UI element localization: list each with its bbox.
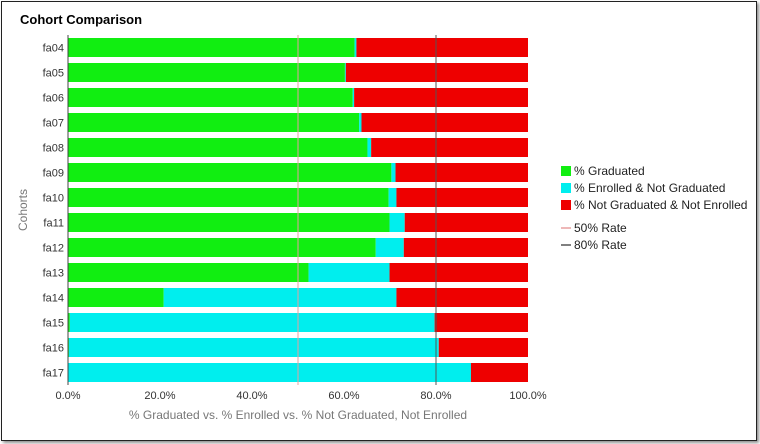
bar-fa06-series-0[interactable]: [68, 88, 353, 107]
category-label-fa08: fa08: [43, 143, 64, 155]
bar-fa17-series-2[interactable]: [470, 363, 528, 382]
x-tick-label: 60.0%: [328, 390, 359, 402]
category-label-fa09: fa09: [43, 168, 64, 180]
y-axis-title: Cohorts: [16, 189, 30, 231]
bar-fa07-series-0[interactable]: [68, 113, 360, 132]
category-label-fa17: fa17: [43, 368, 64, 380]
legend-label-series-1[interactable]: % Enrolled & Not Graduated: [574, 181, 725, 195]
legend: % Graduated % Enrolled & Not Graduated % N…: [561, 164, 747, 252]
bar-fa04-series-1[interactable]: [354, 38, 357, 57]
bar-fa14-series-2[interactable]: [396, 288, 528, 307]
bar-fa16-series-1[interactable]: [68, 338, 439, 357]
bar-fa11-series-0[interactable]: [68, 213, 390, 232]
bar-fa13-series-1[interactable]: [308, 263, 390, 282]
x-tick-label: 100.0%: [509, 390, 547, 402]
bar-fa15-series-2[interactable]: [434, 313, 528, 332]
bar-fa07-series-1[interactable]: [359, 113, 362, 132]
bar-fa05-series-0[interactable]: [68, 63, 345, 82]
bar-fa12-series-1[interactable]: [375, 238, 404, 257]
bar-fa13-series-0[interactable]: [68, 263, 309, 282]
bar-fa12-series-2[interactable]: [403, 238, 528, 257]
bar-fa13-series-2[interactable]: [389, 263, 528, 282]
category-label-fa14: fa14: [43, 293, 64, 305]
bar-fa09-series-2[interactable]: [395, 163, 528, 182]
bar-fa04-series-0[interactable]: [68, 38, 355, 57]
chart-title: Cohort Comparison: [20, 12, 143, 27]
bar-fa06-series-1[interactable]: [352, 88, 355, 107]
bar-fa15-series-1[interactable]: [69, 313, 435, 332]
category-label-fa05: fa05: [43, 68, 64, 80]
bar-fa08-series-2[interactable]: [371, 138, 528, 157]
bar-fa09-series-0[interactable]: [68, 163, 392, 182]
category-label-fa16: fa16: [43, 343, 64, 355]
bar-fa04-series-2[interactable]: [356, 38, 528, 57]
legend-label-reference-80[interactable]: 80% Rate: [574, 238, 627, 252]
bar-fa14-series-1[interactable]: [163, 288, 397, 307]
legend-swatch-series-1[interactable]: [561, 183, 571, 193]
legend-label-series-2[interactable]: % Not Graduated & Not Enrolled: [574, 198, 747, 212]
category-label-fa04: fa04: [43, 43, 64, 55]
bar-fa09-series-1[interactable]: [391, 163, 396, 182]
bar-fa05-series-1[interactable]: [344, 63, 346, 82]
legend-label-reference-50[interactable]: 50% Rate: [574, 221, 627, 235]
bar-fa10-series-0[interactable]: [68, 188, 389, 207]
category-label-fa11: fa11: [43, 218, 64, 230]
bar-fa05-series-2[interactable]: [345, 63, 528, 82]
category-label-fa10: fa10: [43, 193, 64, 205]
reference-lines-group: [297, 35, 437, 385]
legend-swatch-series-0[interactable]: [561, 166, 571, 176]
bars-group: [68, 38, 528, 382]
bar-fa12-series-0[interactable]: [68, 238, 376, 257]
x-tick-label: 80.0%: [420, 390, 451, 402]
category-label-fa06: fa06: [43, 93, 64, 105]
x-tick-label: 0.0%: [55, 390, 80, 402]
x-axis-title: % Graduated vs. % Enrolled vs. % Not Gra…: [129, 408, 467, 422]
bar-fa10-series-2[interactable]: [396, 188, 528, 207]
bar-fa08-series-1[interactable]: [367, 138, 372, 157]
category-labels-group: fa04 fa05 fa06 fa07 fa08 fa09 fa10 fa11 fa12 fa13…: [43, 43, 64, 380]
category-label-fa15: fa15: [43, 318, 64, 330]
bar-fa14-series-0[interactable]: [68, 288, 164, 307]
bar-fa07-series-2[interactable]: [361, 113, 528, 132]
bar-fa10-series-1[interactable]: [388, 188, 397, 207]
bar-fa11-series-1[interactable]: [389, 213, 405, 232]
category-label-fa07: fa07: [43, 118, 64, 130]
x-tick-label: 40.0%: [236, 390, 267, 402]
legend-swatch-series-2[interactable]: [561, 200, 571, 210]
bar-fa15-series-0[interactable]: [68, 313, 70, 332]
bar-fa17-series-1[interactable]: [68, 363, 471, 382]
x-tick-label: 20.0%: [144, 390, 175, 402]
category-label-fa12: fa12: [43, 243, 64, 255]
category-label-fa13: fa13: [43, 268, 64, 280]
legend-label-series-0[interactable]: % Graduated: [574, 164, 645, 178]
bar-fa08-series-0[interactable]: [68, 138, 368, 157]
bar-fa06-series-2[interactable]: [354, 88, 528, 107]
bar-fa16-series-2[interactable]: [438, 338, 528, 357]
bar-fa11-series-2[interactable]: [404, 213, 528, 232]
x-tick-labels-group: 0.0% 20.0% 40.0% 60.0% 80.0% 100.0%: [55, 390, 546, 402]
